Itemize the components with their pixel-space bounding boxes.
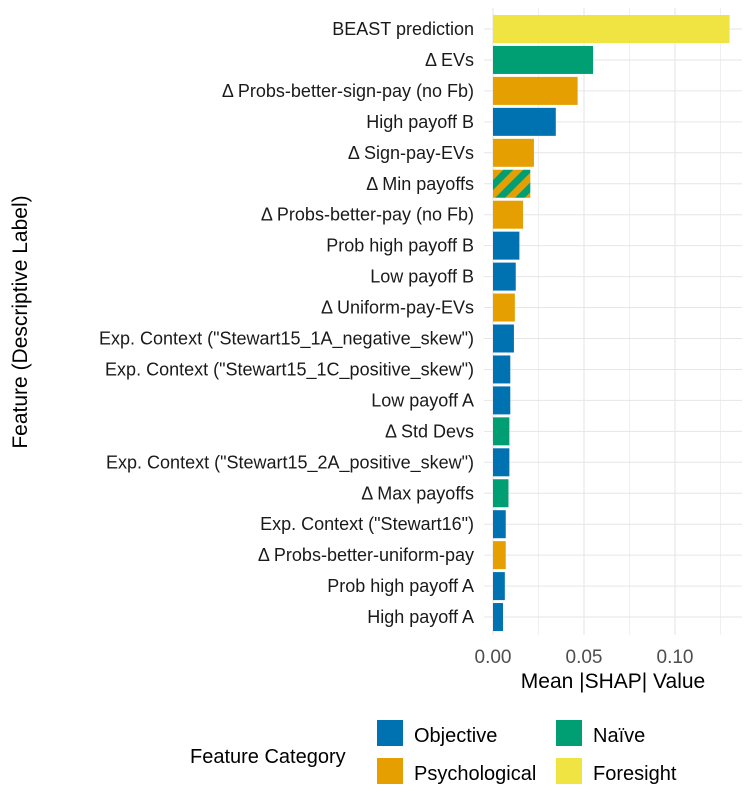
- bar: [493, 262, 516, 291]
- y-tick-label: Δ Std Devs: [385, 421, 474, 441]
- y-tick-label: Δ Probs-better-pay (no Fb): [261, 205, 474, 225]
- x-tick-label: 0.00: [475, 647, 512, 668]
- bar: [493, 107, 556, 136]
- legend-swatch-objective: [377, 720, 403, 746]
- bar: [493, 603, 504, 632]
- legend-title: Feature Category: [190, 746, 346, 768]
- y-tick-label: Exp. Context ("Stewart15_1A_negative_ske…: [99, 329, 474, 350]
- bar: [493, 479, 509, 508]
- y-tick-label: Δ Min payoffs: [366, 174, 474, 194]
- y-axis-title: Feature (Descriptive Label): [9, 195, 32, 448]
- y-tick-label: Δ Probs-better-uniform-pay: [258, 545, 474, 565]
- y-tick-label: Low payoff A: [371, 390, 474, 410]
- bar: [493, 355, 511, 384]
- y-tick-label: Low payoff B: [370, 267, 474, 287]
- bar: [493, 45, 594, 74]
- legend-label-naive: Naïve: [593, 725, 645, 747]
- x-tick-labels: 0.00 0.05 0.10: [475, 647, 694, 668]
- legend-swatch-foresight: [556, 758, 582, 784]
- y-tick-label: BEAST prediction: [332, 19, 474, 39]
- y-tick-label: Exp. Context ("Stewart15_2A_positive_ske…: [106, 452, 474, 473]
- bar: [493, 386, 511, 415]
- bars: [493, 15, 730, 632]
- bar: [493, 541, 506, 570]
- y-tick-label: Δ Sign-pay-EVs: [348, 143, 474, 163]
- bar: [493, 138, 534, 167]
- bar: [493, 510, 506, 539]
- y-tick-label: Δ EVs: [425, 50, 474, 70]
- x-axis-title: Mean |SHAP| Value: [521, 670, 705, 693]
- legend-swatch-naive: [556, 720, 582, 746]
- bar: [493, 417, 510, 446]
- bar: [493, 15, 730, 43]
- x-tick-label: 0.05: [566, 647, 603, 668]
- y-tick-label: Δ Max payoffs: [361, 483, 474, 503]
- bar: [493, 572, 505, 601]
- y-tick-label: Δ Uniform-pay-EVs: [321, 298, 474, 318]
- y-tick-label: Prob high payoff B: [326, 236, 474, 256]
- legend-label-objective: Objective: [414, 725, 497, 747]
- bar: [493, 169, 531, 198]
- bar: [493, 293, 515, 322]
- bar: [493, 448, 510, 477]
- legend-swatch-psychological: [377, 758, 403, 784]
- y-tick-label: High payoff B: [366, 112, 474, 132]
- bar: [493, 76, 578, 105]
- x-tick-label: 0.10: [657, 647, 694, 668]
- y-tick-label: Δ Probs-better-sign-pay (no Fb): [222, 81, 474, 101]
- y-tick-label: Exp. Context ("Stewart15_1C_positive_ske…: [105, 359, 474, 380]
- y-tick-labels: BEAST prediction Δ EVs Δ Probs-better-sign…: [99, 19, 474, 627]
- legend-label-foresight: Foresight: [593, 763, 677, 785]
- bar: [493, 200, 524, 229]
- legend-label-psychological: Psychological: [414, 763, 536, 785]
- legend: Feature Category Objective Naïve Psychol…: [190, 720, 677, 785]
- bar: [493, 324, 514, 353]
- bar: [493, 231, 520, 260]
- y-tick-label: Exp. Context ("Stewart16"): [260, 514, 474, 534]
- y-tick-label: High payoff A: [367, 607, 474, 627]
- y-tick-label: Prob high payoff A: [327, 576, 474, 596]
